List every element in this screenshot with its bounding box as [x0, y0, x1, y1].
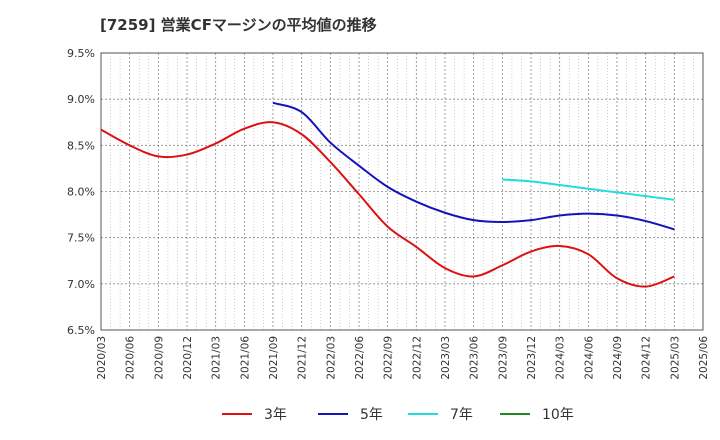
- series-line-3年: [100, 121, 675, 288]
- legend-label-3年: 3年: [264, 407, 287, 423]
- x-tick-label: 2025/06: [698, 336, 710, 380]
- y-tick-label: 8.0%: [67, 186, 95, 199]
- x-tick-label: 2025/03: [669, 336, 681, 380]
- x-tick-label: 2021/12: [297, 336, 309, 380]
- x-tick-label: 2020/06: [125, 336, 137, 380]
- legend-label-10年: 10年: [542, 407, 574, 423]
- x-tick-label: 2024/06: [583, 336, 595, 380]
- x-tick-label: 2024/03: [555, 336, 567, 380]
- series-lines: [100, 101, 675, 288]
- x-tick-label: 2022/03: [325, 336, 337, 380]
- legend: 3年 5年 7年 10年: [222, 407, 574, 423]
- series-line-7年: [502, 178, 675, 201]
- y-tick-label: 9.0%: [67, 93, 95, 106]
- y-axis-ticks: 6.5% 7.0% 7.5% 8.0% 8.5% 9.0% 9.5%: [67, 47, 95, 337]
- x-tick-label: 2023/06: [469, 336, 481, 380]
- chart-title: [7259] 営業CFマージンの平均値の推移: [100, 16, 377, 34]
- x-tick-label: 2022/09: [383, 336, 395, 380]
- x-tick-label: 2023/03: [440, 336, 452, 380]
- x-tick-label: 2020/12: [182, 336, 194, 380]
- x-axis-ticks: 2020/03 2020/06 2020/09 2020/12 2021/03 2021/…: [96, 336, 710, 380]
- legend-label-5年: 5年: [360, 407, 383, 423]
- x-tick-label: 2021/03: [211, 336, 223, 380]
- x-tick-label: 2022/12: [411, 336, 423, 380]
- grid: [101, 53, 703, 330]
- x-tick-label: 2020/09: [153, 336, 165, 380]
- y-tick-label: 8.5%: [67, 139, 95, 152]
- x-tick-label: 2022/06: [354, 336, 366, 380]
- plot-border: [100, 52, 704, 331]
- x-tick-label: 2024/09: [612, 336, 624, 380]
- series-line-5年: [272, 101, 675, 231]
- y-tick-label: 7.5%: [67, 232, 95, 245]
- x-tick-label: 2020/03: [96, 336, 108, 380]
- x-tick-label: 2021/06: [239, 336, 251, 380]
- x-tick-label: 2023/12: [526, 336, 538, 380]
- x-tick-label: 2023/09: [497, 336, 509, 380]
- x-tick-label: 2021/09: [268, 336, 280, 380]
- legend-label-7年: 7年: [450, 407, 473, 423]
- y-tick-label: 9.5%: [67, 47, 95, 60]
- y-tick-label: 7.0%: [67, 278, 95, 291]
- y-tick-label: 6.5%: [67, 324, 95, 337]
- x-tick-label: 2024/12: [641, 336, 653, 380]
